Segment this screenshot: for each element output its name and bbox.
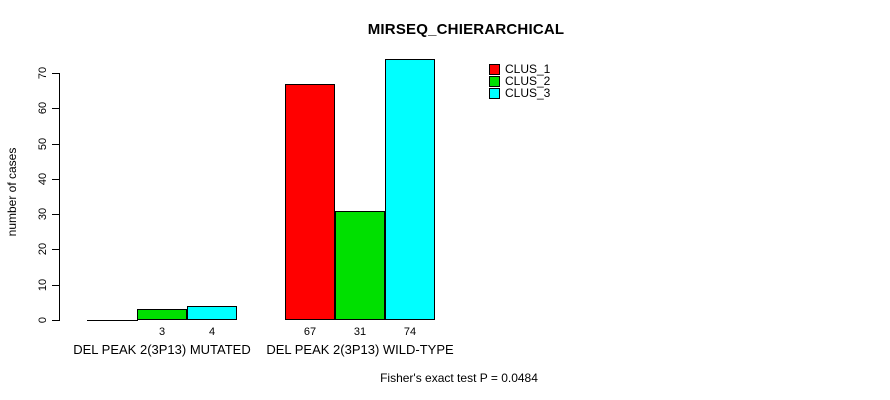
legend-swatch-clus_1 <box>489 63 500 75</box>
bar-value-label: 74 <box>403 326 417 338</box>
y-axis-tick <box>52 108 59 109</box>
y-axis-line <box>59 73 60 321</box>
bar-clus_2-wild-type <box>335 211 385 320</box>
y-axis-tick-label: 0 <box>37 316 49 324</box>
x-category-label: DEL PEAK 2(3P13) WILD-TYPE <box>266 342 454 357</box>
y-axis-tick <box>52 320 59 321</box>
y-axis-tick <box>52 73 59 74</box>
legend-item: CLUS_2 <box>489 75 550 87</box>
legend-swatch-clus_2 <box>489 75 500 87</box>
y-axis-tick-label: 50 <box>37 137 49 151</box>
y-axis-tick <box>52 144 59 145</box>
legend-swatch-clus_3 <box>489 87 500 99</box>
bar-clus_3-wild-type <box>385 59 435 320</box>
y-axis-tick <box>52 249 59 250</box>
x-category-label: DEL PEAK 2(3P13) MUTATED <box>73 342 251 357</box>
bar-clus_1-wild-type <box>285 84 335 320</box>
bar-value-label: 31 <box>353 326 367 338</box>
y-axis-tick <box>52 285 59 286</box>
y-axis-tick-label: 70 <box>37 66 49 80</box>
chart-title: MIRSEQ_CHIERARCHICAL <box>367 21 565 38</box>
bar-clus_2-mutated <box>137 309 187 320</box>
y-axis-tick-label: 40 <box>37 172 49 186</box>
y-axis-tick <box>52 179 59 180</box>
bar-value-label: 3 <box>158 326 166 338</box>
bar-value-label: 4 <box>208 326 216 338</box>
bar-clus_3-mutated <box>187 306 237 320</box>
legend-label: CLUS_1 <box>505 62 551 76</box>
legend-label: CLUS_2 <box>505 74 551 88</box>
bar-clus_1-mutated <box>87 320 138 321</box>
y-axis-tick-label: 20 <box>37 242 49 256</box>
y-axis-tick-label: 60 <box>37 101 49 115</box>
y-axis-label: number of cases <box>5 147 19 237</box>
y-axis-tick <box>52 214 59 215</box>
legend-item: CLUS_3 <box>489 87 550 99</box>
legend-label: CLUS_3 <box>505 86 551 100</box>
legend-item: CLUS_1 <box>489 63 550 75</box>
y-axis-tick-label: 30 <box>37 207 49 221</box>
bar-value-label: 67 <box>303 326 317 338</box>
y-axis-tick-label: 10 <box>37 278 49 292</box>
fisher-test-annotation: Fisher's exact test P = 0.0484 <box>380 371 538 385</box>
